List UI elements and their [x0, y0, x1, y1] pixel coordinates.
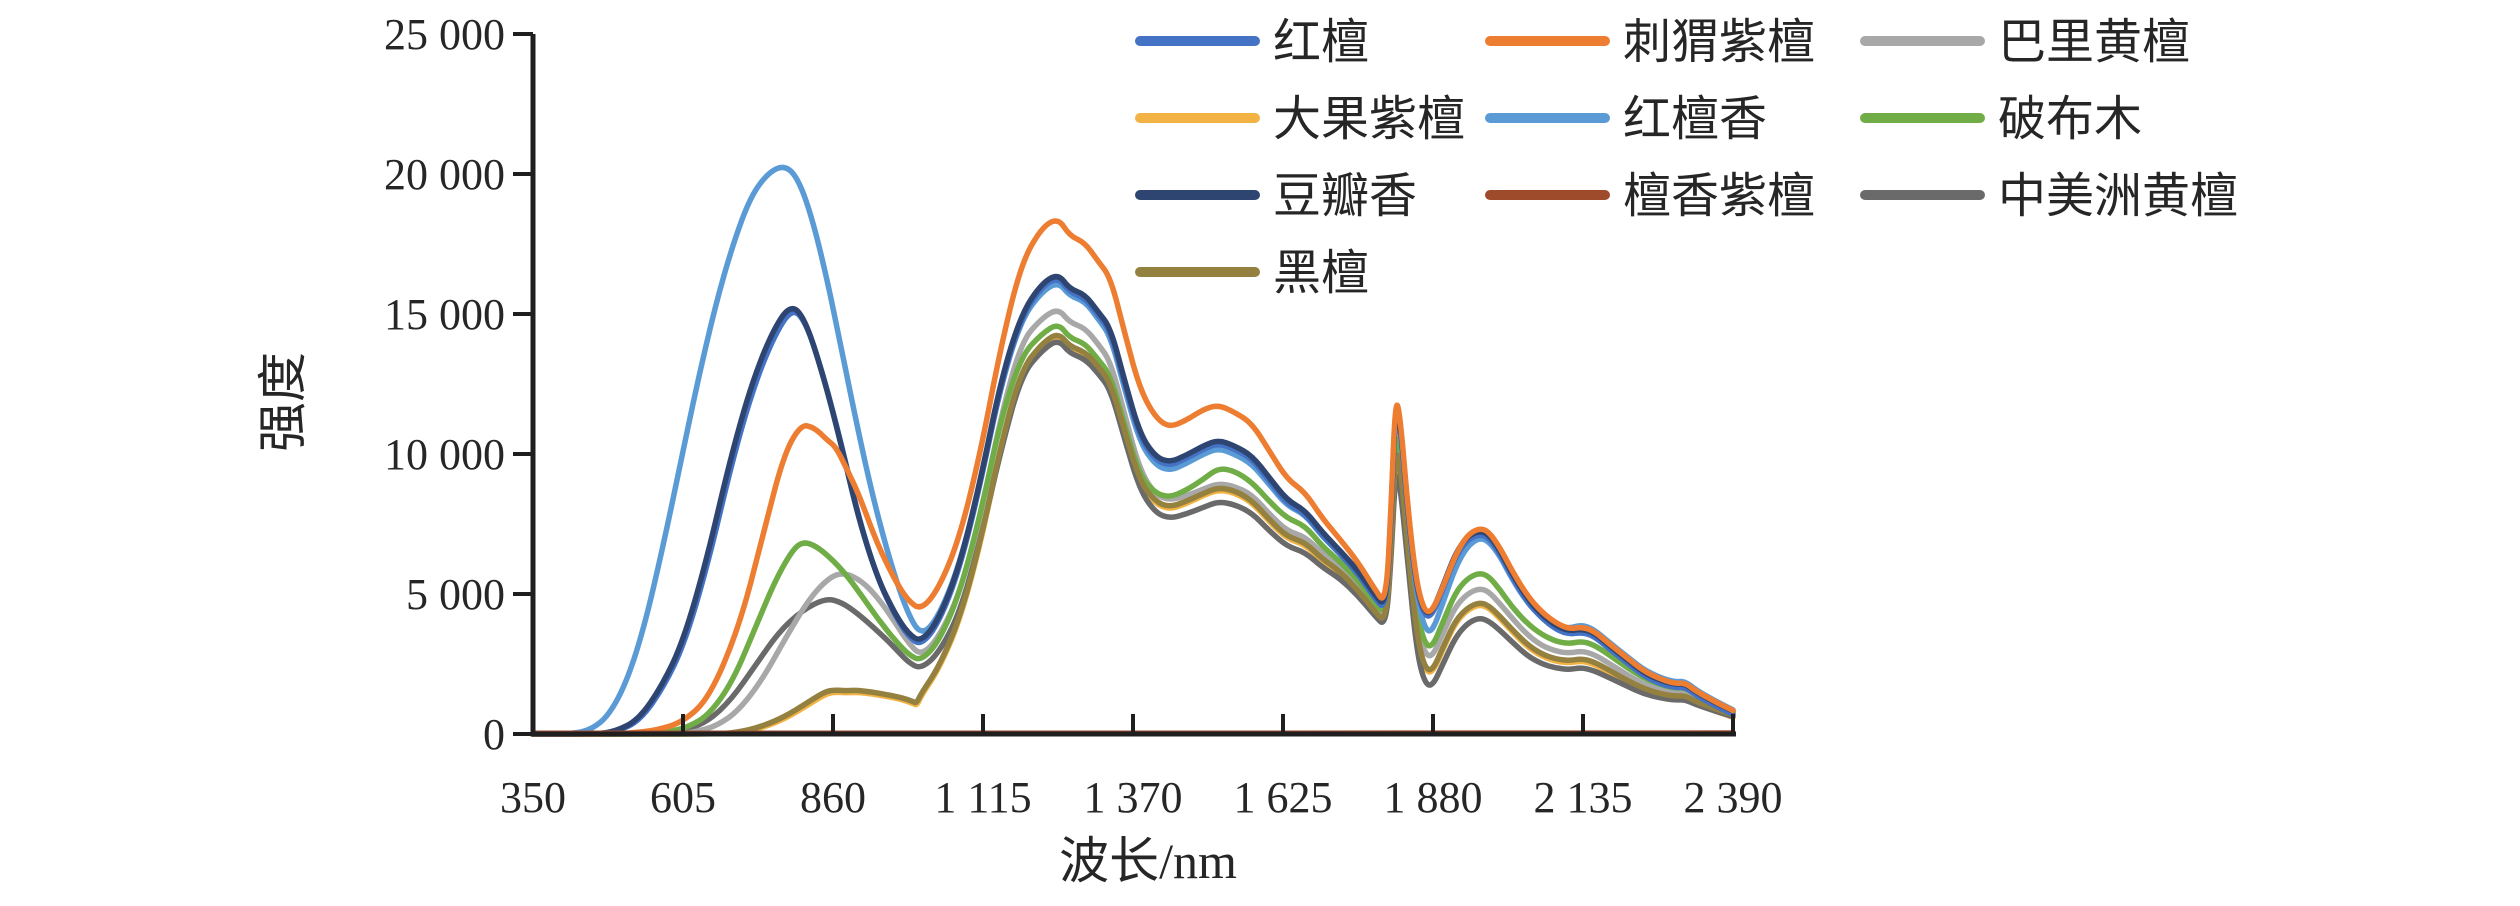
legend-item-hong-tan: 红檀	[1135, 16, 1369, 69]
x-tick-label: 2 390	[1684, 773, 1783, 822]
legend-label-zhongmeizhou-huang-tan: 中美洲黄檀	[1998, 170, 2238, 223]
y-tick-label: 15 000	[384, 290, 505, 339]
series-line-ciwei-zi-tan	[530, 218, 1736, 737]
x-tick-label: 1 880	[1384, 773, 1483, 822]
legend-label-hong-tan: 红檀	[1273, 16, 1369, 69]
x-tick-label: 1 625	[1234, 773, 1333, 822]
x-tick-label: 1 115	[934, 773, 1031, 822]
series-line-pobu-mu	[530, 323, 1736, 737]
legend-item-douban-xiang: 豆瓣香	[1135, 170, 1417, 223]
legend-item-hei-tan: 黑檀	[1135, 247, 1369, 300]
legend-label-ciwei-zi-tan: 刺猬紫檀	[1623, 16, 1815, 69]
x-tick-label: 605	[650, 773, 716, 822]
x-tick-label: 1 370	[1084, 773, 1183, 822]
y-tick-label: 10 000	[384, 430, 505, 479]
legend-label-bali-huang-tan: 巴里黄檀	[1998, 16, 2190, 69]
legend-label-pobu-mu: 破布木	[1998, 93, 2142, 146]
legend-item-daguo-zi-tan: 大果紫檀	[1135, 93, 1465, 146]
tick-label-layer: 0 5 000 10 000 15 000 20 000 25 000 350 605 860 1…	[384, 10, 1783, 822]
legend-label-douban-xiang: 豆瓣香	[1273, 170, 1417, 223]
y-tick-label: 0	[483, 710, 505, 759]
legend-item-zhongmeizhou-huang-tan: 中美洲黄檀	[1860, 170, 2238, 223]
legend-label-tanxiang-zi-tan: 檀香紫檀	[1623, 170, 1815, 223]
x-axis-title: 波长/nm	[1059, 833, 1237, 889]
series-line-hei-tan	[530, 332, 1736, 737]
x-tick-label: 860	[800, 773, 866, 822]
legend-label-daguo-zi-tan: 大果紫檀	[1273, 93, 1465, 146]
legend-label-hei-tan: 黑檀	[1273, 247, 1369, 300]
series-layer	[530, 164, 1736, 737]
legend-item-tanxiang-zi-tan: 檀香紫檀	[1485, 170, 1815, 223]
legend-item-pobu-mu: 破布木	[1860, 93, 2142, 146]
legend-label-hong-tan-xiang: 红檀香	[1623, 93, 1767, 146]
series-line-bali-huang-tan	[530, 308, 1736, 737]
legend-item-bali-huang-tan: 巴里黄檀	[1860, 16, 2190, 69]
y-tick-label: 5 000	[406, 570, 505, 619]
legend-item-ciwei-zi-tan: 刺猬紫檀	[1485, 16, 1815, 69]
legend-item-hong-tan-xiang: 红檀香	[1485, 93, 1767, 146]
axis-layer	[513, 32, 1736, 737]
y-axis-title: 强度	[255, 352, 311, 452]
x-tick-label: 350	[500, 773, 566, 822]
x-tick-label: 2 135	[1534, 773, 1633, 822]
y-tick-label: 25 000	[384, 10, 505, 59]
y-tick-label: 20 000	[384, 150, 505, 199]
series-line-zhongmeizhou-huang-tan	[530, 339, 1736, 737]
